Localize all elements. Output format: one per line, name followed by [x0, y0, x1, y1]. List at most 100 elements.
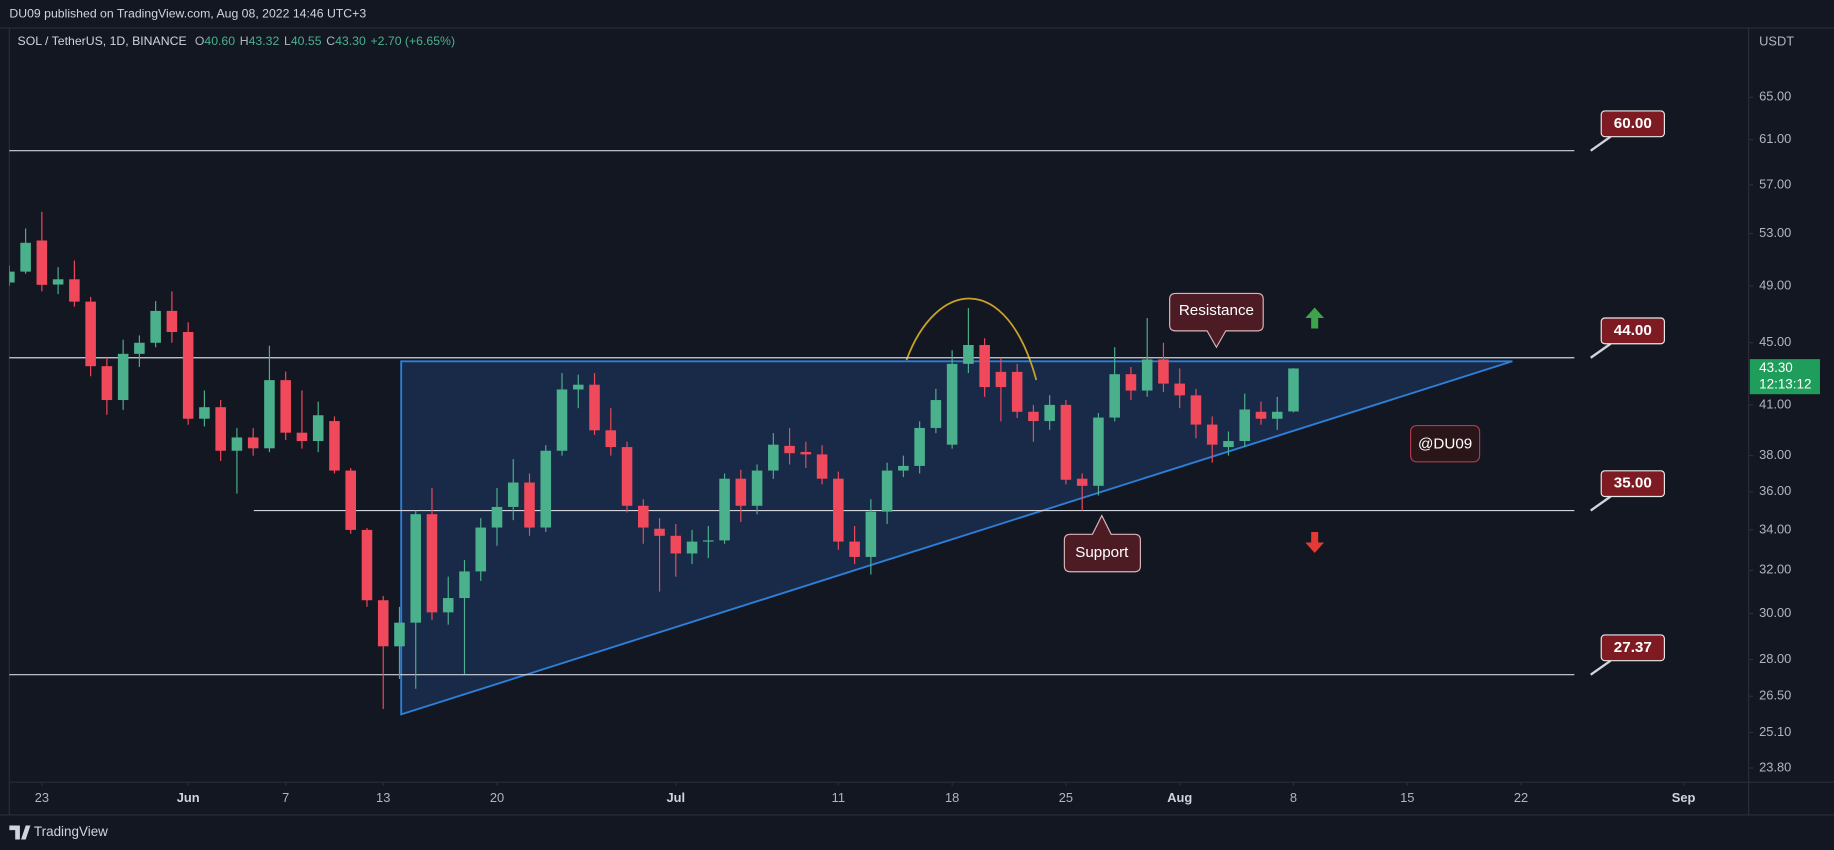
candle-body: [898, 465, 909, 471]
support-callout: Support: [1063, 514, 1141, 573]
candle-body: [52, 279, 64, 285]
level-label: 27.37: [1614, 639, 1652, 656]
candle-body: [1093, 417, 1104, 486]
candle-body: [329, 421, 340, 471]
tag-box: [1410, 425, 1481, 463]
candle-body: [1239, 409, 1251, 442]
annotation-text: @DU09: [1418, 435, 1472, 452]
candle-body: [377, 600, 389, 647]
candle-body: [719, 478, 730, 541]
candle-body: [833, 478, 844, 542]
level-label: 60.00: [1614, 115, 1652, 132]
x-tick-label: 23: [35, 790, 49, 805]
y-tick-label: 36.00: [1759, 483, 1791, 498]
y-tick-label: 53.00: [1759, 225, 1791, 240]
publish-info: DU09 published on TradingView.com, Aug 0…: [9, 6, 366, 20]
candle-body: [589, 384, 600, 431]
level-label: 35.00: [1614, 475, 1652, 492]
ohlc-key: H: [240, 34, 249, 48]
x-tick-label: 20: [490, 790, 504, 805]
candle-body: [231, 437, 243, 451]
candle-body: [69, 279, 80, 302]
brand-name: TradingView: [34, 824, 108, 839]
y-tick-label: 49.00: [1759, 277, 1791, 292]
level-box: [1600, 470, 1665, 498]
symbol-name: SOL / TetherUS, 1D, BINANCE: [18, 34, 187, 48]
y-tick-label: 32.00: [1759, 562, 1791, 577]
candle-body: [312, 415, 324, 442]
candle-body: [1223, 441, 1234, 448]
level-label: 44.00: [1614, 322, 1652, 339]
x-tick-label: 15: [1400, 790, 1414, 805]
candles: [9, 211, 1299, 709]
candle-body: [784, 445, 795, 454]
x-tick-label: 13: [376, 790, 390, 805]
resistance-callout: Resistance: [1169, 292, 1264, 349]
candle-body: [442, 598, 454, 613]
candle-body: [394, 622, 405, 647]
candle-body: [166, 310, 178, 333]
candle-body: [1044, 404, 1055, 422]
candle-body: [1190, 395, 1202, 425]
candle-body: [621, 447, 633, 506]
candle-body: [1011, 371, 1023, 412]
candle-body: [540, 450, 552, 528]
candle-body: [1060, 404, 1072, 480]
candle-body: [946, 363, 958, 445]
candle-body: [85, 301, 96, 367]
candle-body: [459, 571, 470, 599]
up-arrow: [1305, 307, 1325, 329]
level-pointer: [1590, 495, 1612, 512]
ohlc-value: 40.60: [204, 34, 235, 48]
ohlc-value: 40.55: [291, 34, 322, 48]
arc: [905, 297, 1038, 381]
candle-body: [670, 535, 682, 554]
candle-body: [134, 342, 145, 354]
candle-body: [930, 400, 942, 428]
candle-body: [20, 242, 31, 272]
legend: SOL / TetherUS, 1D, BINANCE O40.60 H43.32 L…: [18, 34, 456, 48]
ohlc-key: L: [284, 34, 291, 48]
x-tick-label: Jul: [667, 790, 686, 805]
callout-box: [1063, 514, 1141, 573]
candle-body: [150, 310, 161, 343]
candle-body: [816, 454, 828, 479]
candle-body: [1125, 374, 1137, 391]
candle-body: [881, 470, 893, 512]
candle-body: [247, 437, 259, 449]
x-tick-label: 22: [1514, 790, 1528, 805]
candle-body: [768, 444, 779, 471]
candle-body: [735, 478, 747, 506]
candle-body: [638, 505, 649, 528]
candle-body: [654, 528, 665, 536]
last-price-label: 43.30: [1759, 360, 1793, 375]
x-tick-label: Jun: [177, 790, 200, 805]
level-pointer: [1590, 135, 1612, 152]
ohlc-value: 43.30: [335, 34, 366, 48]
candle-body: [605, 430, 617, 448]
countdown-label: 12:13:12: [1759, 376, 1811, 391]
drawings: [400, 297, 1513, 716]
x-tick-label: 8: [1290, 790, 1297, 805]
y-tick-label: 30.00: [1759, 605, 1791, 620]
x-tick-label: 11: [832, 790, 845, 805]
ascending-triangle: [400, 360, 1513, 716]
author-tag: @DU09: [1410, 425, 1481, 463]
candle-body: [1271, 411, 1283, 419]
y-tick-label: 65.00: [1759, 89, 1791, 104]
currency-label: USDT: [1759, 33, 1794, 48]
levels: 60.00 44.00 35.00 27.37: [9, 110, 1665, 676]
candle-body: [101, 366, 113, 401]
ohlc-key: O: [195, 34, 205, 48]
candle-body: [572, 384, 584, 390]
level-pointer: [1590, 342, 1612, 359]
candle-body: [426, 514, 438, 613]
candle-body: [345, 470, 356, 530]
candle-body: [751, 470, 763, 506]
candle-body: [686, 541, 698, 554]
candle-body: [703, 540, 714, 542]
candle-body: [117, 353, 129, 401]
candle-body: [524, 482, 535, 528]
